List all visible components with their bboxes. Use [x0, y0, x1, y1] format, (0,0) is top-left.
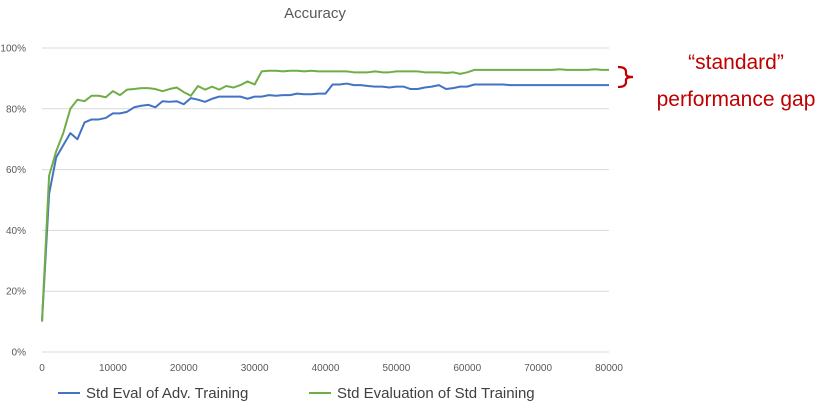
x-tick-label: 80000	[595, 363, 623, 374]
y-axis-tick-labels: 0% 20% 40% 60% 80% 100%	[0, 44, 26, 359]
grid-lines	[42, 47, 609, 353]
annotation-line-2: performance gap	[657, 88, 816, 111]
y-tick-label: 0%	[12, 348, 27, 359]
annotation-line-1: “standard”	[688, 51, 784, 74]
legend-label-std: Std Evaluation of Std Training	[337, 385, 535, 402]
gap-bracket	[617, 65, 634, 89]
y-tick-label: 40%	[6, 226, 26, 237]
series-line-adv-training	[41, 82, 609, 322]
x-tick-label: 20000	[170, 363, 198, 374]
y-tick-label: 60%	[6, 165, 26, 176]
x-tick-label: 40000	[312, 363, 340, 374]
y-tick-label: 20%	[6, 287, 26, 298]
x-tick-label: 60000	[453, 363, 481, 374]
legend-label-adv: Std Eval of Adv. Training	[86, 385, 248, 402]
legend: Std Eval of Adv. Training Std Evaluation…	[58, 385, 535, 402]
x-tick-label: 10000	[99, 363, 127, 374]
x-tick-label: 50000	[382, 363, 410, 374]
x-tick-label: 30000	[241, 363, 269, 374]
y-tick-label: 100%	[0, 44, 26, 55]
series-line-std-training	[41, 68, 609, 322]
chart-title: Accuracy	[284, 5, 346, 22]
y-tick-label: 80%	[6, 104, 26, 115]
x-tick-label: 70000	[524, 363, 552, 374]
x-tick-label: 0	[39, 363, 45, 374]
series-lines	[41, 68, 609, 322]
x-axis-tick-labels: 0 10000 20000 30000 40000 50000 60000 70000 8000…	[39, 363, 623, 374]
